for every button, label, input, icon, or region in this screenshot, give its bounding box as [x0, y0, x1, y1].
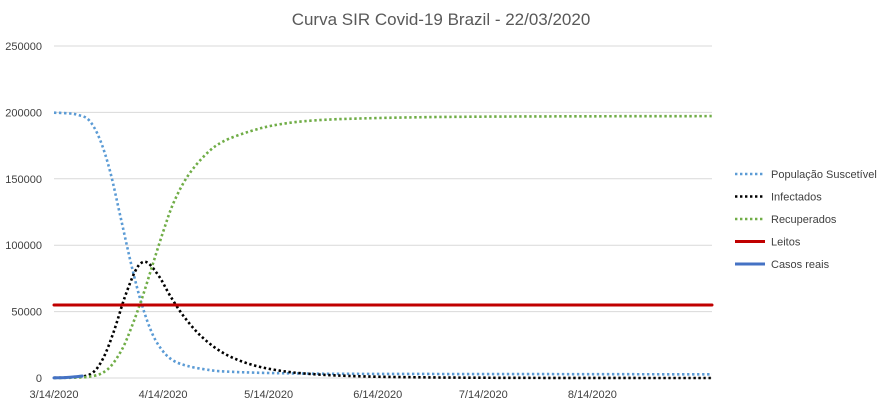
x-tick-label: 8/14/2020 [568, 389, 617, 401]
legend-label-infectados: Infectados [771, 192, 822, 204]
y-tick-label: 150000 [5, 174, 42, 186]
series-line-populacao-suscetivel [53, 111, 713, 376]
series-line-casos-reais [52, 374, 84, 380]
series-layer [52, 111, 714, 380]
x-tick-label: 7/14/2020 [459, 389, 508, 401]
legend-label-populacao-suscetivel: População Suscetível [771, 169, 877, 181]
series-line-infectados [53, 260, 713, 380]
legend-label-leitos: Leitos [771, 237, 801, 249]
y-tick-label: 50000 [11, 307, 42, 319]
x-tick-label: 6/14/2020 [353, 389, 402, 401]
chart-title: Curva SIR Covid-19 Brazil - 22/03/2020 [292, 10, 591, 29]
y-tick-label: 250000 [5, 41, 42, 53]
y-tick-label: 100000 [5, 240, 42, 252]
legend-label-recuperados: Recuperados [771, 214, 837, 226]
legend-label-casos-reais: Casos reais [771, 259, 830, 271]
y-tick-label: 0 [36, 373, 42, 385]
series-line-recuperados [53, 114, 713, 380]
y-axis: 0 50000 100000 150000 200000 250000 [5, 41, 42, 385]
legend: População Suscetível Infectados Recuperado… [735, 169, 877, 271]
y-tick-label: 200000 [5, 107, 42, 119]
x-tick-label: 5/14/2020 [244, 389, 293, 401]
x-tick-label: 4/14/2020 [139, 389, 188, 401]
grid-layer [54, 45, 712, 379]
x-tick-label: 3/14/2020 [30, 389, 79, 401]
x-axis: 3/14/2020 4/14/2020 5/14/2020 6/14/2020 7/14… [30, 389, 617, 401]
